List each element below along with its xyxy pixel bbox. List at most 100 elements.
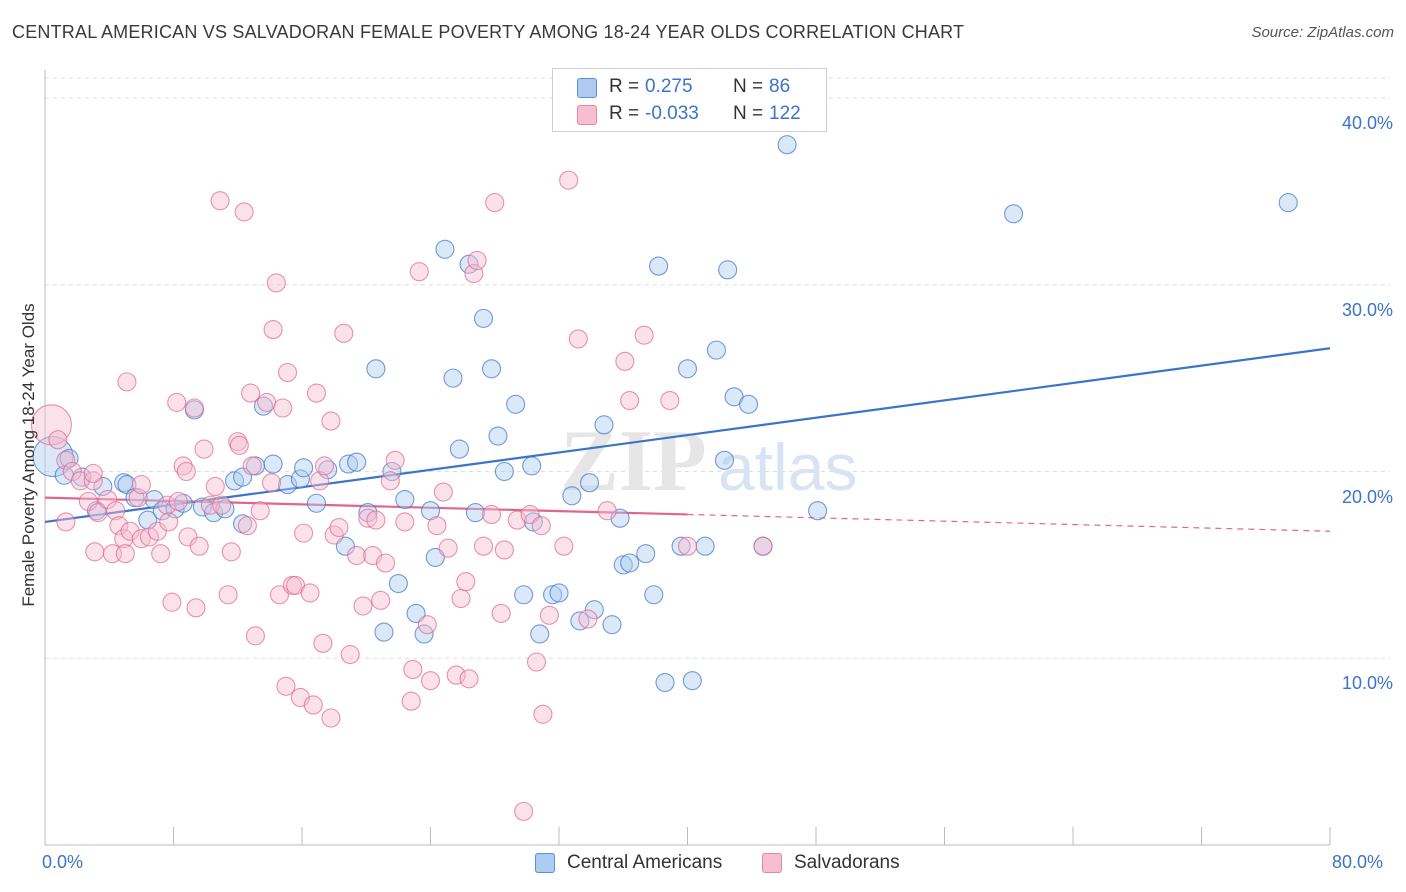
legend-r-value: 0.275 xyxy=(645,76,693,97)
point-central-american xyxy=(138,510,158,530)
point-salvadoran xyxy=(303,695,323,715)
point-salvadoran xyxy=(554,536,574,556)
point-salvadoran xyxy=(157,495,177,515)
point-central-american xyxy=(636,544,656,564)
point-central-american xyxy=(671,536,691,556)
legend-n-value: 122 xyxy=(769,103,801,124)
point-salvadoran xyxy=(353,596,373,616)
point-salvadoran xyxy=(245,626,265,646)
point-salvadoran xyxy=(314,456,335,476)
point-central-american xyxy=(549,583,569,603)
point-salvadoran xyxy=(467,250,487,271)
point-salvadoran xyxy=(234,202,254,222)
point-salvadoran xyxy=(459,669,479,689)
point-central-american xyxy=(714,450,734,470)
point-central-american xyxy=(506,394,526,414)
point-central-american xyxy=(695,536,715,556)
point-central-american xyxy=(443,368,463,388)
point-salvadoran xyxy=(210,191,230,211)
point-central-american xyxy=(374,622,394,642)
point-salvadoran xyxy=(329,517,349,538)
legend-swatch-blue xyxy=(535,853,555,873)
point-salvadoran xyxy=(494,540,514,560)
y-tick-label: 20.0% xyxy=(1341,486,1393,507)
point-central-american xyxy=(620,553,640,573)
point-salvadoran xyxy=(597,501,617,521)
point-salvadoran xyxy=(366,510,386,530)
correlation-legend: R = 0.275 N = 86 R = -0.033 N = 122 xyxy=(552,68,827,132)
point-salvadoran xyxy=(371,590,391,610)
chart-title: CENTRAL AMERICAN VS SALVADORAN FEMALE PO… xyxy=(12,22,965,42)
point-salvadoran xyxy=(168,491,188,511)
point-salvadoran xyxy=(162,592,182,612)
point-salvadoran xyxy=(277,362,298,383)
point-central-american xyxy=(1278,193,1298,213)
point-salvadoran xyxy=(514,801,534,821)
point-salvadoran xyxy=(409,262,429,282)
point-salvadoran xyxy=(568,329,588,349)
point-salvadoran xyxy=(420,671,441,691)
point-salvadoran xyxy=(300,583,320,603)
point-salvadoran xyxy=(237,516,257,536)
point-salvadoran xyxy=(263,320,283,340)
point-central-american xyxy=(562,486,582,506)
point-salvadoran xyxy=(115,544,135,564)
point-central-american xyxy=(277,475,298,495)
point-central-american xyxy=(425,547,445,567)
point-salvadoran xyxy=(385,450,405,470)
point-salvadoran xyxy=(358,508,378,528)
point-salvadoran xyxy=(83,471,103,491)
point-salvadoran xyxy=(456,572,476,592)
point-central-american xyxy=(649,256,669,276)
point-central-american xyxy=(294,458,314,478)
legend-r-label: R = xyxy=(609,76,640,97)
point-central-american xyxy=(339,454,359,474)
point-central-american xyxy=(481,359,502,379)
point-salvadoran xyxy=(131,529,151,549)
point-central-american xyxy=(655,672,675,693)
point-salvadoran xyxy=(306,383,327,403)
point-salvadoran xyxy=(186,598,206,618)
point-salvadoran xyxy=(446,665,466,685)
trend-line xyxy=(44,347,1331,524)
point-central-american xyxy=(263,454,283,474)
legend-swatch-blue xyxy=(577,78,597,98)
legend-swatch-pink xyxy=(762,853,782,873)
point-salvadoran xyxy=(526,652,547,672)
legend-r-label: R = xyxy=(609,103,640,124)
point-central-american xyxy=(677,359,698,379)
point-salvadoran xyxy=(78,491,98,511)
point-salvadoran xyxy=(159,512,179,532)
point-salvadoran xyxy=(85,542,105,562)
legend-n-value: 86 xyxy=(769,76,791,97)
point-salvadoran xyxy=(473,536,494,556)
point-salvadoran xyxy=(380,471,400,491)
point-salvadoran xyxy=(173,456,193,476)
point-salvadoran xyxy=(273,398,293,418)
point-salvadoran xyxy=(660,390,680,411)
point-central-american xyxy=(465,503,486,523)
trend-lines xyxy=(44,347,1331,532)
legend-row-salvadorans: R = -0.033 N = 122 xyxy=(553,101,826,127)
point-salvadoran xyxy=(194,439,214,459)
point-salvadoran xyxy=(189,536,209,556)
point-salvadoran xyxy=(375,553,396,573)
point-central-american xyxy=(706,340,726,360)
point-central-american xyxy=(522,456,542,476)
point-central-american xyxy=(570,611,590,631)
point-central-american xyxy=(738,394,759,414)
point-central-american xyxy=(579,473,600,493)
point-central-american xyxy=(366,359,386,379)
point-salvadoran xyxy=(485,193,505,213)
point-salvadoran xyxy=(559,170,579,190)
point-salvadoran xyxy=(310,471,330,491)
point-salvadoran xyxy=(433,482,453,502)
trend-line-solid xyxy=(44,496,688,516)
legend-label: Salvadorans xyxy=(794,852,900,873)
watermark: ZIP atlas xyxy=(560,413,857,510)
watermark-atlas: atlas xyxy=(718,430,857,504)
legend-n-label: N = xyxy=(733,76,764,97)
point-salvadoran xyxy=(131,475,151,495)
point-salvadoran xyxy=(241,383,261,403)
point-salvadoran xyxy=(257,392,277,412)
